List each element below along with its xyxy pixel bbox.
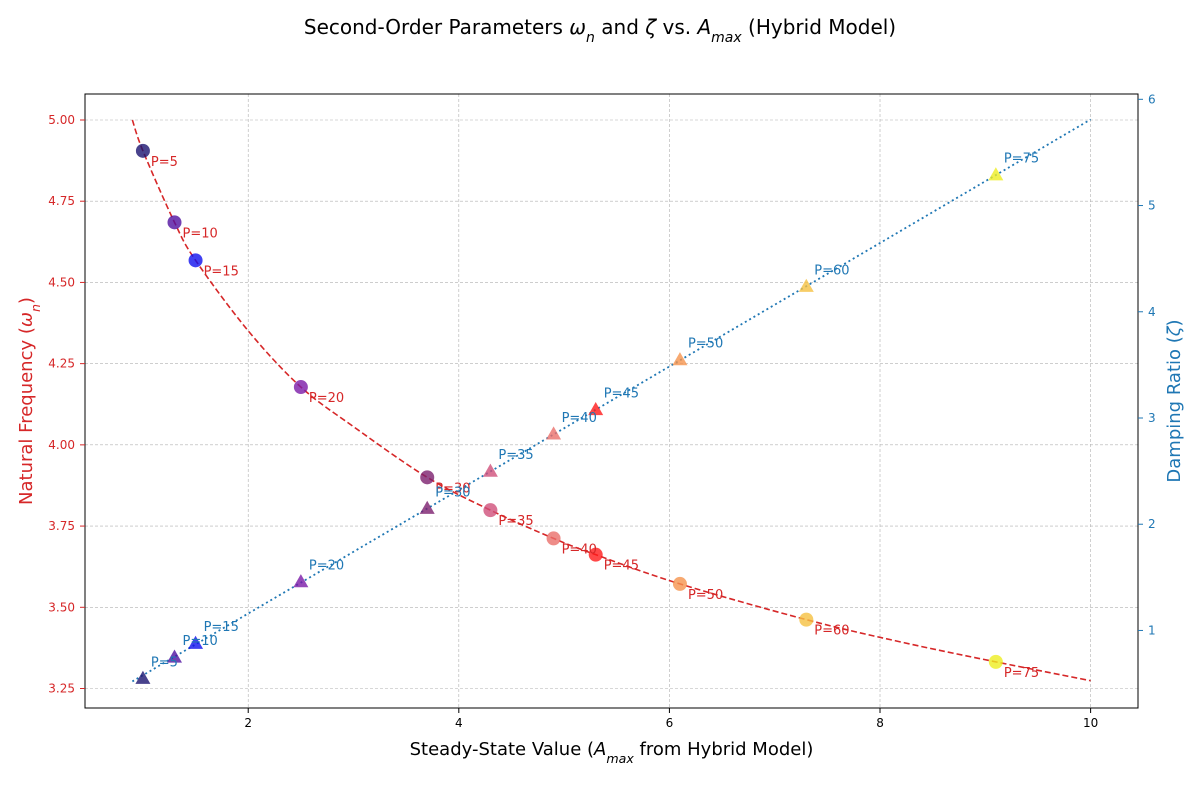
zeta-point-label: P=60: [814, 263, 849, 278]
titles: Second-Order Parameters ωn and ζ vs. Ama…: [16, 15, 1185, 766]
zeta-point-label: P=30: [435, 485, 470, 500]
zeta-point-label: P=10: [183, 634, 218, 649]
omega-point-label: P=50: [688, 588, 723, 603]
y-left-axis-title: Natural Frequency (ωn): [16, 297, 43, 505]
omega-point-label: P=75: [1004, 666, 1039, 681]
x-axis: 2 4 6 8 10: [244, 708, 1098, 730]
omega-point-marker: [988, 654, 1003, 669]
y-left-tick-label: 4.75: [48, 194, 75, 208]
omega-point-marker: [546, 531, 561, 546]
zeta-point-marker: [588, 401, 604, 416]
omega-point-label: P=60: [814, 624, 849, 639]
x-tick-label: 6: [666, 716, 674, 730]
omega-point-marker: [420, 470, 435, 485]
omega-point-label: P=15: [204, 264, 239, 279]
y-axis-right: 1 2 3 4 5 6: [1138, 92, 1156, 637]
y-left-tick-label: 5.00: [48, 113, 75, 127]
x-tick-label: 2: [244, 716, 252, 730]
zeta-point-marker: [293, 574, 309, 588]
y-left-tick-label: 4.00: [48, 438, 75, 452]
zeta-point-marker: [988, 167, 1004, 181]
zeta-point-marker: [167, 649, 183, 663]
y-right-tick-label: 5: [1148, 199, 1156, 213]
omega-point-marker: [483, 503, 498, 518]
zeta-point-label: P=40: [562, 411, 597, 426]
y-left-tick-label: 4.50: [48, 275, 75, 289]
y-right-tick-label: 4: [1148, 305, 1156, 319]
omega-point-label: P=45: [604, 559, 639, 574]
chart-title: Second-Order Parameters ωn and ζ vs. Ama…: [304, 15, 896, 46]
omega-point-marker: [135, 143, 150, 158]
omega-point-label: P=20: [309, 391, 344, 406]
zeta-point-marker: [546, 426, 562, 440]
y-left-tick-label: 4.25: [48, 357, 75, 371]
data-markers: [135, 143, 1004, 684]
zeta-point-marker: [419, 500, 435, 514]
x-tick-label: 8: [876, 716, 884, 730]
zeta-point-label: P=75: [1004, 152, 1039, 167]
y-right-tick-label: 6: [1148, 92, 1156, 106]
omega-fit-curve: [131, 119, 1091, 682]
y-right-tick-label: 1: [1148, 623, 1156, 637]
y-left-tick-label: 3.75: [48, 519, 75, 533]
omega-point-label: P=10: [183, 226, 218, 241]
omega-point-label: P=40: [562, 542, 597, 557]
zeta-point-label: P=15: [204, 620, 239, 635]
y-left-tick-label: 3.50: [48, 600, 75, 614]
x-axis-title: Steady-State Value (Amax from Hybrid Mod…: [410, 739, 814, 766]
zeta-point-label: P=35: [498, 448, 533, 463]
zeta-point-marker: [188, 635, 204, 649]
point-annotations: P=5P=10P=15P=20P=30P=35P=40P=45P=50P=60P…: [151, 152, 1039, 681]
zeta-point-label: P=20: [309, 559, 344, 574]
omega-point-label: P=5: [151, 155, 178, 170]
y-right-tick-label: 2: [1148, 517, 1156, 531]
omega-point-marker: [293, 380, 308, 395]
omega-point-label: P=35: [498, 514, 533, 529]
zeta-point-label: P=5: [151, 655, 178, 670]
omega-point-label: P=30: [435, 481, 470, 496]
zeta-point-marker: [672, 352, 688, 366]
zeta-point-label: P=45: [604, 386, 639, 401]
omega-point-marker: [588, 547, 603, 562]
y-right-tick-label: 3: [1148, 411, 1156, 425]
plot-frame: [84, 93, 1139, 709]
x-tick-label: 10: [1083, 716, 1098, 730]
y-axis-left: 3.25 3.50 3.75 4.00 4.25 4.50 4.75 5.00: [48, 113, 85, 696]
zeta-point-marker: [482, 463, 498, 477]
omega-point-marker: [799, 612, 814, 627]
y-left-tick-label: 3.25: [48, 682, 75, 696]
grid-lines: [85, 94, 1138, 708]
omega-point-marker: [188, 253, 203, 268]
zeta-point-marker: [798, 278, 814, 292]
omega-point-marker: [167, 215, 182, 230]
x-tick-label: 4: [455, 716, 463, 730]
zeta-point-marker: [135, 670, 151, 684]
omega-point-marker: [672, 576, 687, 591]
y-right-axis-title: Damping Ratio (ζ): [1164, 319, 1185, 482]
zeta-point-label: P=50: [688, 337, 723, 352]
